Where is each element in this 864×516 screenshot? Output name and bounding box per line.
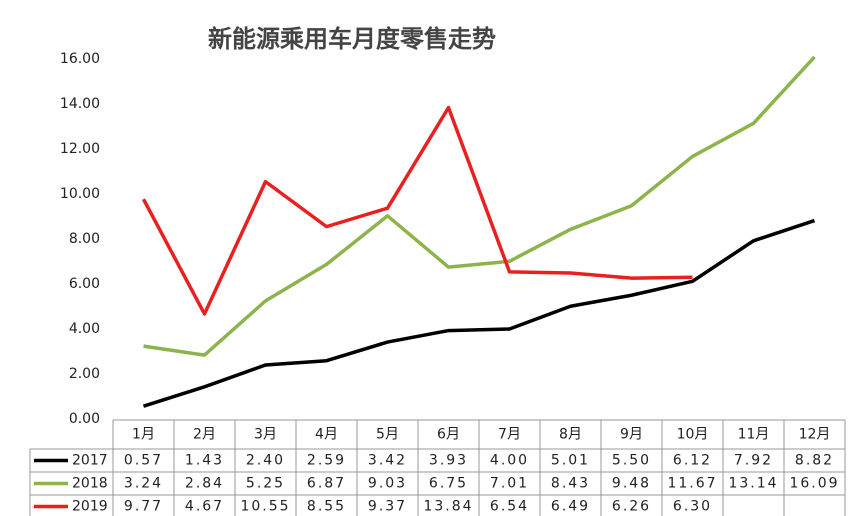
- table-value: 5.25: [246, 476, 285, 492]
- table-value: 9.37: [368, 499, 407, 515]
- table-value: 9.03: [368, 476, 407, 492]
- table-value: 0.57: [124, 453, 163, 469]
- table-value: 6.54: [490, 499, 529, 515]
- x-tick-label: 1月: [132, 427, 155, 443]
- table-value: 3.24: [124, 476, 163, 492]
- table-value: 2.84: [185, 476, 224, 492]
- table-value: 8.82: [795, 453, 834, 469]
- series-line: [141, 105, 693, 316]
- table-value: 13.84: [423, 499, 473, 515]
- table-value: 1.43: [185, 453, 224, 469]
- x-tick-label: 10月: [677, 427, 709, 443]
- legend-label: 2018: [72, 476, 108, 492]
- table-value: 6.75: [429, 476, 468, 492]
- table-value: 2.40: [246, 453, 285, 469]
- table-value: 3.42: [368, 453, 407, 469]
- table-value: 6.87: [307, 476, 346, 492]
- table-value: 6.26: [612, 499, 651, 515]
- x-tick-label: 4月: [315, 427, 338, 443]
- table-value: 3.93: [429, 453, 468, 469]
- table-value: 6.30: [673, 499, 712, 515]
- table-value: 8.55: [307, 499, 346, 515]
- y-tick-label: 4.00: [69, 321, 100, 337]
- table-value: 16.09: [789, 476, 839, 492]
- x-tick-label: 5月: [376, 427, 399, 443]
- table-value: 10.55: [240, 499, 290, 515]
- chart-title: 新能源乘用车月度零售走势: [208, 25, 496, 53]
- y-tick-label: 8.00: [69, 231, 100, 247]
- table-value: 7.01: [490, 476, 529, 492]
- y-tick-label: 14.00: [60, 96, 100, 112]
- series-line: [143, 55, 816, 357]
- y-tick-label: 16.00: [60, 51, 100, 67]
- table-value: 6.12: [673, 453, 712, 469]
- table-value: 2.59: [307, 453, 346, 469]
- table-value: 13.14: [728, 476, 778, 492]
- legend-label: 2019: [72, 499, 108, 515]
- table-value: 6.49: [551, 499, 590, 515]
- x-tick-label: 7月: [498, 427, 521, 443]
- y-tick-label: 12.00: [60, 141, 100, 157]
- table-value: 5.50: [612, 453, 651, 469]
- x-tick-label: 2月: [193, 427, 216, 443]
- series-line: [142, 218, 816, 408]
- table-value: 9.48: [612, 476, 651, 492]
- x-tick-label: 12月: [799, 427, 831, 443]
- table-value: 9.77: [124, 499, 163, 515]
- legend-label: 2017: [72, 453, 108, 469]
- table-value: 4.67: [185, 499, 224, 515]
- x-tick-label: 9月: [620, 427, 643, 443]
- table-value: 11.67: [667, 476, 717, 492]
- x-tick-label: 11月: [738, 427, 770, 443]
- y-tick-label: 10.00: [60, 186, 100, 202]
- y-tick-label: 6.00: [69, 276, 100, 292]
- table-value: 5.01: [551, 453, 590, 469]
- y-tick-label: 0.00: [69, 411, 100, 427]
- x-tick-label: 3月: [254, 427, 277, 443]
- table-value: 8.43: [551, 476, 590, 492]
- table-value: 7.92: [734, 453, 773, 469]
- y-tick-label: 2.00: [69, 366, 100, 382]
- x-tick-label: 6月: [437, 427, 460, 443]
- table-value: 4.00: [490, 453, 529, 469]
- x-tick-label: 8月: [559, 427, 582, 443]
